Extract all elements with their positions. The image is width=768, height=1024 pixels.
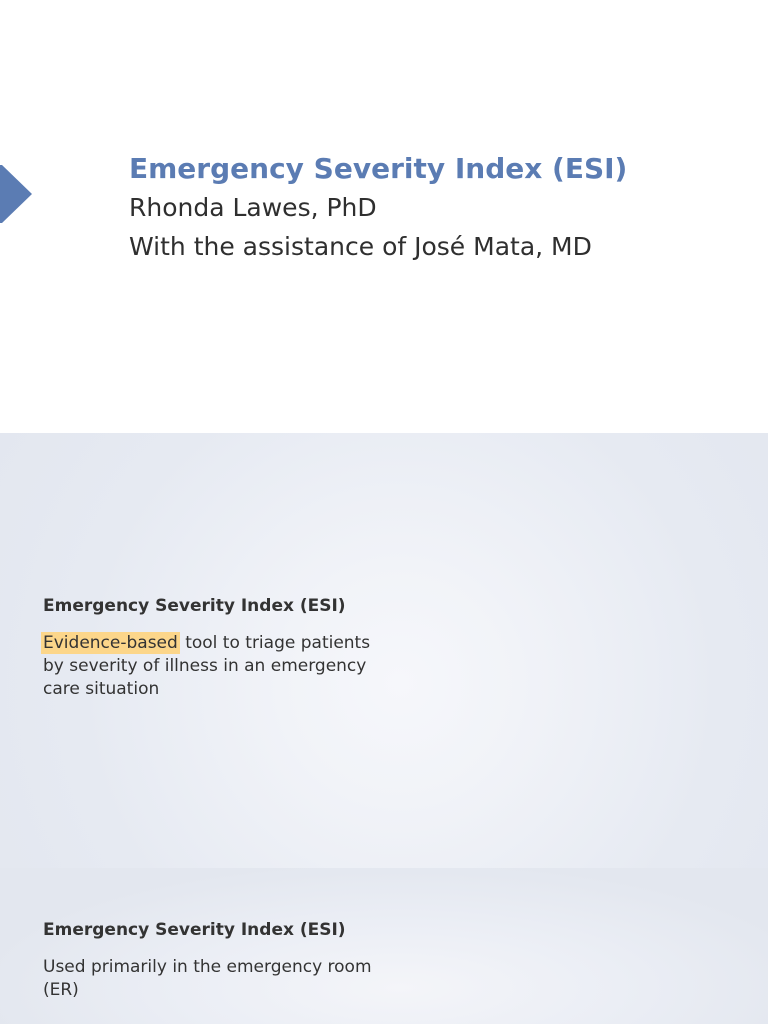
- content-slide-2: Emergency Severity Index (ESI) Used prim…: [0, 868, 768, 1024]
- content-block-1: Emergency Severity Index (ESI) Evidence-…: [41, 594, 393, 701]
- highlighted-term: Evidence-based: [41, 632, 180, 654]
- slide-heading: Emergency Severity Index (ESI): [43, 596, 346, 616]
- slide-body-text: tool to triage patients by severity of i…: [43, 633, 371, 699]
- content-block-2: Emergency Severity Index (ESI) Used prim…: [43, 918, 393, 1002]
- arrow-marker-icon: [0, 165, 32, 223]
- title-block: Emergency Severity Index (ESI) Rhonda La…: [129, 150, 627, 266]
- author-name: Rhonda Lawes, PhD: [129, 193, 377, 222]
- slide-heading: Emergency Severity Index (ESI): [43, 920, 346, 940]
- slide-body: Evidence-based tool to triage patients b…: [41, 632, 393, 701]
- title-slide: Emergency Severity Index (ESI) Rhonda La…: [0, 0, 768, 433]
- presentation-title: Emergency Severity Index (ESI): [129, 152, 628, 185]
- slide-body: Used primarily in the emergency room (ER…: [43, 957, 372, 1000]
- assistance-credit: With the assistance of José Mata, MD: [129, 232, 592, 261]
